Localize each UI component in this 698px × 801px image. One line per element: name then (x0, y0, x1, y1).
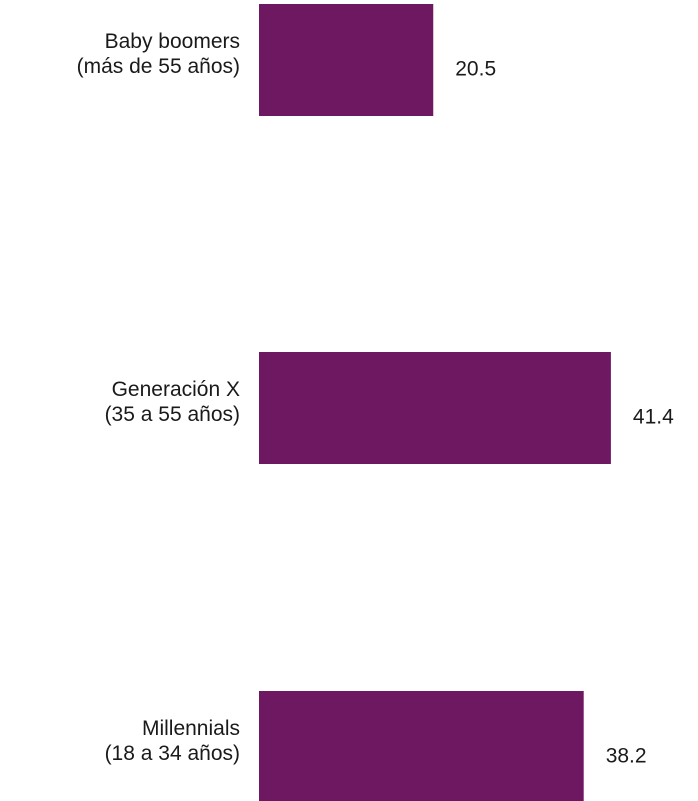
bar-0 (259, 4, 434, 116)
category-label-0-line-1: (más de 55 años) (77, 55, 240, 78)
category-label-1-line-1: (35 a 55 años) (105, 403, 240, 426)
category-label-2-line-0: Millennials (142, 717, 240, 740)
value-label-2: 38.2 (606, 745, 647, 768)
category-label-1-line-0: Generación X (112, 378, 240, 401)
value-label-0: 20.5 (455, 58, 496, 81)
category-label-2-line-1: (18 a 34 años) (105, 742, 240, 765)
category-label-0-line-0: Baby boomers (105, 30, 240, 53)
value-label-1: 41.4 (633, 406, 674, 429)
bar-1 (259, 352, 611, 464)
bar-2 (259, 691, 584, 801)
